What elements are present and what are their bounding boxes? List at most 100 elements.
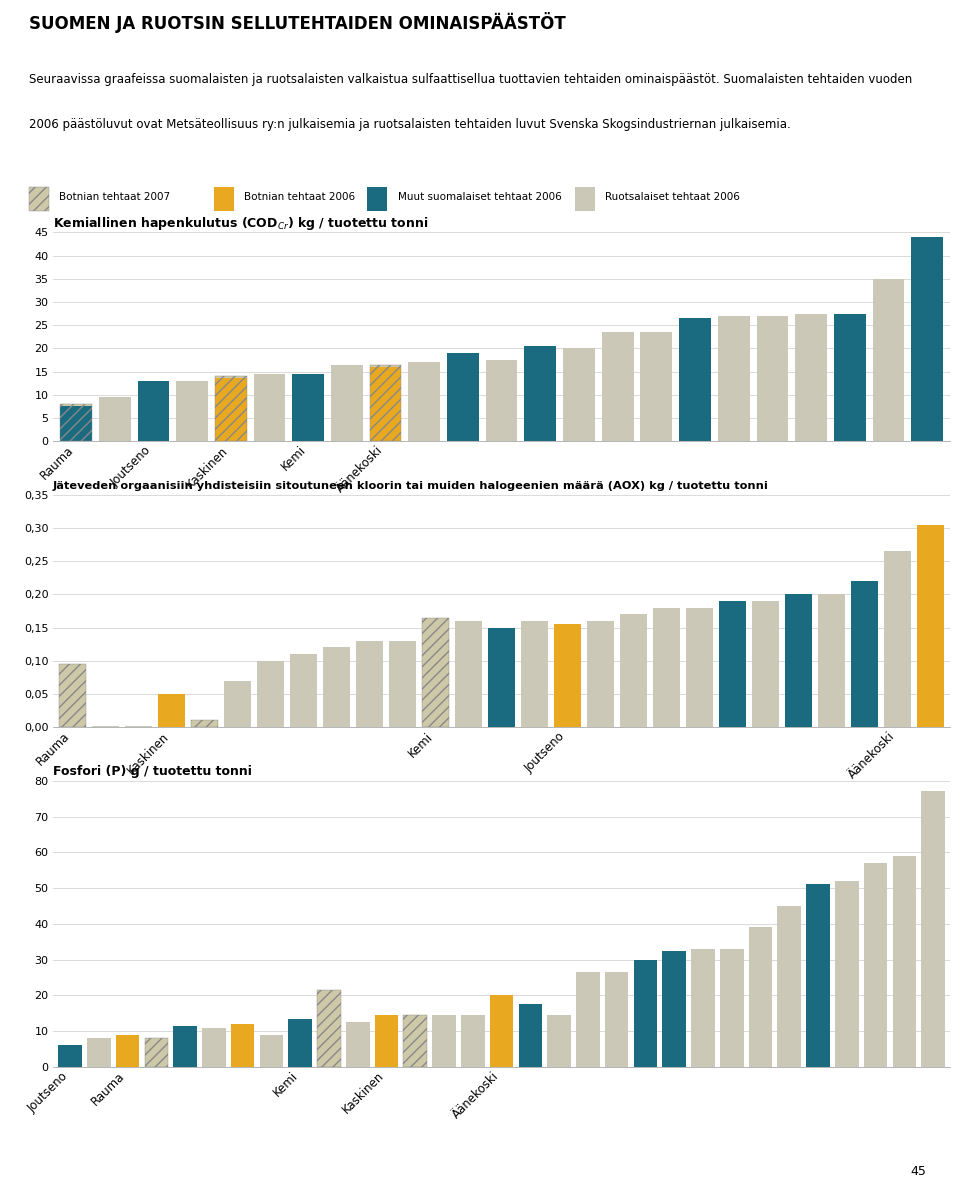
Bar [864, 863, 887, 1067]
Bar [852, 581, 878, 727]
Bar [317, 989, 341, 1067]
Bar [370, 365, 401, 441]
Bar [60, 664, 86, 727]
Text: Muut suomalaiset tehtaat 2006: Muut suomalaiset tehtaat 2006 [397, 192, 562, 201]
Bar [634, 960, 658, 1067]
Bar [455, 621, 482, 727]
Bar [253, 374, 285, 441]
Bar [834, 313, 866, 441]
Bar [756, 316, 788, 441]
Bar [835, 881, 858, 1067]
Bar [488, 627, 516, 727]
Bar [174, 1025, 197, 1067]
Bar [575, 186, 594, 211]
Bar [917, 524, 944, 727]
Text: SUOMEN JA RUOTSIN SELLUTEHTAIDEN OMINAISPÄÄSTÖT: SUOMEN JA RUOTSIN SELLUTEHTAIDEN OMINAIS… [29, 12, 565, 33]
Bar [564, 348, 595, 441]
Bar [257, 660, 284, 727]
Bar [686, 608, 713, 727]
Bar [259, 1035, 283, 1067]
Bar [215, 379, 247, 441]
Bar [370, 367, 401, 441]
Bar [653, 608, 680, 727]
Bar [778, 906, 801, 1067]
Bar [158, 694, 185, 727]
Bar [177, 380, 208, 441]
Bar [922, 791, 945, 1067]
Text: Ruotsalaiset tehtaat 2006: Ruotsalaiset tehtaat 2006 [606, 192, 740, 201]
Bar [346, 1023, 370, 1067]
Bar [806, 884, 829, 1067]
Bar [422, 617, 449, 727]
Bar [785, 595, 812, 727]
Bar [59, 1045, 82, 1067]
Bar [524, 346, 556, 441]
Bar [911, 237, 943, 441]
Bar [432, 1016, 456, 1067]
Bar [389, 641, 416, 727]
Bar [752, 601, 780, 727]
Bar [884, 551, 911, 727]
Bar [749, 927, 772, 1067]
Text: Kemiallinen hapenkulutus (COD$_{Cr}$) kg / tuotettu tonni: Kemiallinen hapenkulutus (COD$_{Cr}$) kg… [53, 215, 428, 232]
Bar [231, 1024, 254, 1067]
Bar [356, 641, 383, 727]
Bar [422, 617, 449, 727]
Bar [137, 383, 169, 441]
Bar [331, 365, 363, 441]
Bar [486, 360, 517, 441]
Bar [521, 621, 548, 727]
Bar [292, 374, 324, 441]
Bar [116, 1035, 139, 1067]
Bar [640, 333, 672, 441]
Bar [290, 654, 317, 727]
Bar [191, 720, 218, 727]
Bar [215, 377, 247, 441]
Bar [215, 377, 247, 441]
Bar [720, 949, 744, 1067]
Text: Fosfori (P) g / tuotettu tonni: Fosfori (P) g / tuotettu tonni [53, 765, 252, 778]
Bar [719, 601, 746, 727]
Bar [873, 279, 904, 441]
Bar [203, 1028, 226, 1067]
Text: 2006 päästöluvut ovat Metsäteollisuus ry:n julkaisemia ja ruotsalaisten tehtaide: 2006 päästöluvut ovat Metsäteollisuus ry… [29, 118, 790, 131]
Bar [324, 647, 350, 727]
Bar [547, 1016, 571, 1067]
Bar [518, 1004, 542, 1067]
Text: Seuraavissa graafeissa suomalaisten ja ruotsalaisten valkaistua sulfaattisellua : Seuraavissa graafeissa suomalaisten ja r… [29, 73, 912, 86]
Bar [602, 333, 634, 441]
Bar [60, 664, 86, 727]
Bar [403, 1016, 427, 1067]
Bar [29, 186, 49, 211]
Bar [818, 595, 845, 727]
Bar [490, 995, 514, 1067]
Bar [370, 365, 401, 441]
Bar [60, 404, 92, 441]
Bar [87, 1038, 110, 1067]
Bar [374, 1016, 398, 1067]
Bar [605, 973, 629, 1067]
Bar [554, 625, 581, 727]
Bar [620, 614, 647, 727]
Bar [679, 318, 711, 441]
Text: Botnian tehtaat 2006: Botnian tehtaat 2006 [245, 192, 355, 201]
Bar [367, 186, 387, 211]
Bar [795, 313, 827, 441]
Bar [137, 380, 169, 441]
Bar [60, 404, 92, 441]
Bar [99, 397, 131, 441]
Bar [461, 1016, 485, 1067]
Bar [145, 1038, 168, 1067]
Bar [288, 1018, 312, 1067]
Bar [191, 720, 218, 727]
Bar [691, 949, 715, 1067]
Bar [60, 406, 92, 441]
Bar [408, 362, 440, 441]
Text: 45: 45 [910, 1165, 926, 1178]
Bar [403, 1016, 427, 1067]
Text: Jäteveden orgaanisiin yhdisteisiin sitoutuneen kloorin tai muiden halogeenien mä: Jäteveden orgaanisiin yhdisteisiin sitou… [53, 482, 769, 491]
Bar [29, 186, 49, 211]
Bar [145, 1038, 168, 1067]
Bar [317, 989, 341, 1067]
Bar [576, 973, 600, 1067]
